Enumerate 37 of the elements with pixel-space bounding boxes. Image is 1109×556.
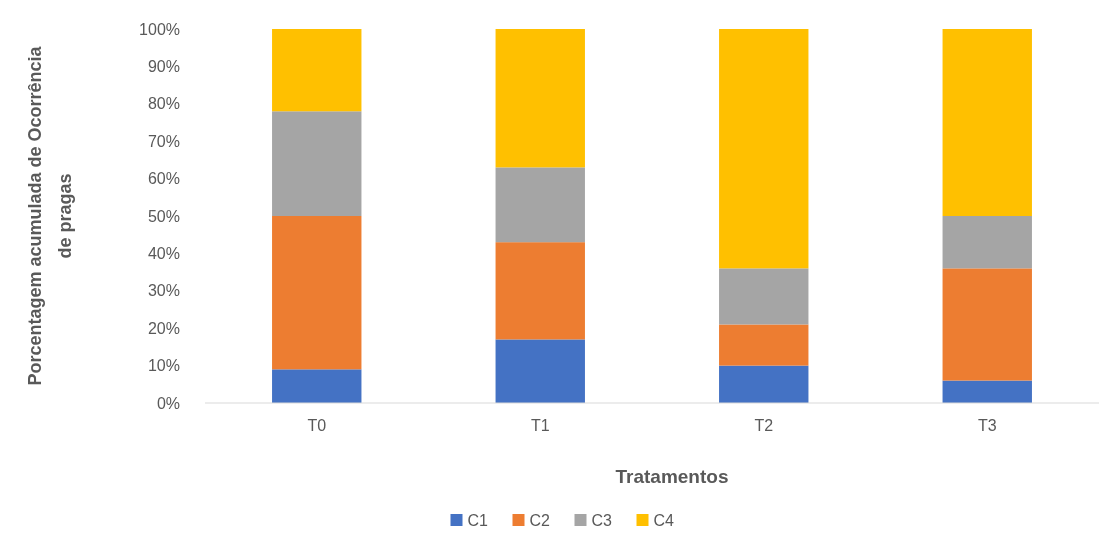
bar — [719, 365, 809, 403]
x-tick-label: T1 — [530, 417, 550, 434]
bar — [942, 216, 1032, 269]
bar — [719, 268, 809, 325]
y-tick-label: 20% — [147, 319, 180, 337]
bar — [495, 242, 585, 340]
y-tick-label: 100% — [139, 20, 180, 38]
bar — [719, 324, 809, 366]
bar — [719, 29, 809, 269]
y-tick-label: 90% — [147, 58, 180, 75]
legend-label: C2 — [529, 511, 551, 529]
bar — [495, 29, 585, 168]
bar — [272, 29, 362, 112]
x-tick-label: T2 — [754, 417, 774, 434]
y-axis-title: Porcentagem acumulada de Ocorrência de pragas — [25, 45, 76, 386]
legend-label: C4 — [653, 511, 675, 529]
y-tick-label: 30% — [147, 282, 180, 300]
bar — [272, 369, 362, 403]
y-tick-label: 50% — [147, 207, 180, 225]
bar — [272, 216, 362, 370]
bar — [495, 167, 585, 243]
bar — [942, 29, 1032, 216]
legend-label: C1 — [467, 511, 489, 529]
x-tick-label: T0 — [307, 417, 327, 434]
bar — [495, 339, 585, 403]
bar — [942, 268, 1032, 381]
y-tick-label: 70% — [147, 132, 180, 150]
y-tick-label: 80% — [147, 95, 180, 113]
bar — [272, 111, 362, 216]
x-axis-title: Tratamentos — [615, 466, 729, 487]
bar — [942, 380, 1032, 403]
legend-label: C3 — [591, 511, 613, 529]
y-tick-label: 40% — [147, 245, 180, 262]
y-tick-label: 0% — [156, 394, 180, 412]
y-tick-label: 10% — [147, 357, 180, 375]
y-tick-label: 60% — [147, 170, 180, 188]
x-tick-label: T3 — [977, 417, 997, 434]
